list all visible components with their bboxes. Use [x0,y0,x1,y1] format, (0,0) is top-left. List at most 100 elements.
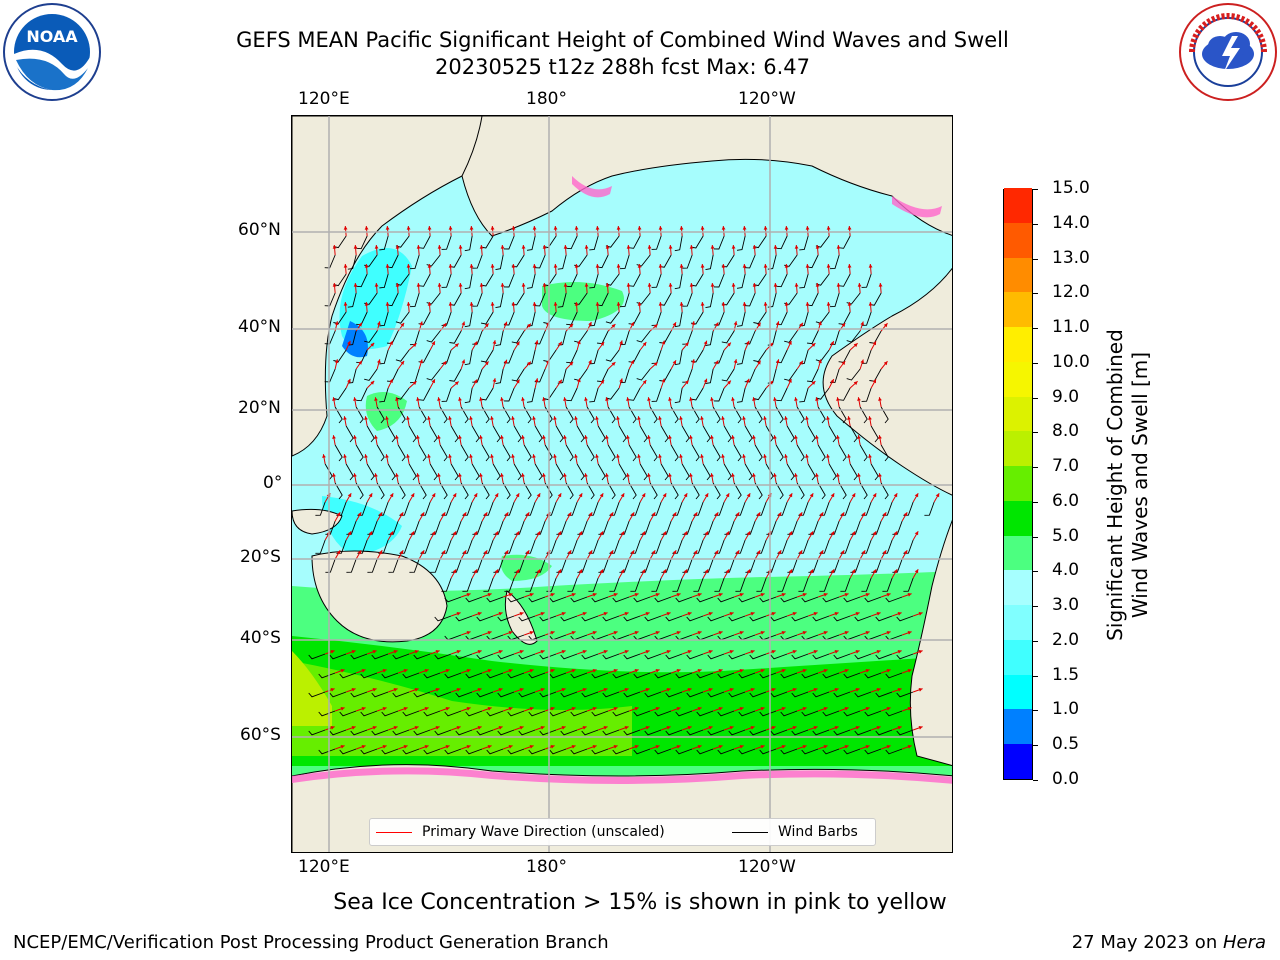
wind-barb [523,444,532,462]
wave-direction-arrowhead [445,707,450,711]
wave-direction-arrowhead [809,493,814,498]
wave-direction-arrowhead [448,416,452,420]
colorbar-tick-mark [1033,536,1038,538]
wind-barb [696,596,714,603]
wave-direction-arrowhead [374,245,379,249]
wind-barb [464,349,473,366]
wind-barb [402,710,420,717]
wave-direction-arrowhead [529,745,534,749]
wind-barb [503,387,515,402]
wind-barb [612,748,630,755]
wave-direction-arrowhead [626,435,630,439]
wind-barb [644,691,662,698]
wind-barb [557,292,567,308]
wave-direction-arrowhead [834,688,839,692]
wave-direction-arrowhead [689,435,693,439]
wave-direction-arrowhead [534,378,539,383]
wave-direction-arrowhead [788,493,793,498]
wind-barb [777,577,788,592]
wave-direction-arrowhead [907,669,912,673]
wave-direction-arrowhead [897,650,902,654]
wave-direction-arrowhead [368,493,373,498]
wave-direction-arrowhead [771,612,776,616]
wave-direction-arrowhead [914,569,919,574]
wind-barb [381,710,399,717]
wind-barb [371,729,389,736]
wave-direction-arrowhead [830,569,835,574]
wave-direction-arrowhead [487,745,492,749]
wave-direction-arrowhead [653,362,658,367]
wind-barb [640,520,651,535]
wave-direction-arrowhead [353,283,358,287]
wind-barb [651,235,662,250]
wave-direction-arrowhead [687,612,692,616]
wave-direction-arrowhead [798,512,803,517]
wave-direction-arrowhead [935,493,940,498]
wind-barb [602,691,620,698]
wave-direction-arrowhead [777,512,782,517]
wind-barb [379,311,389,327]
wave-direction-arrowhead [584,473,588,477]
wave-direction-arrowhead [406,264,411,268]
wave-direction-arrowhead [679,416,683,420]
wave-direction-arrowhead [823,745,828,749]
wave-direction-arrowhead [784,302,789,306]
graticule [292,116,952,852]
wave-direction-arrowhead [860,359,864,364]
wave-direction-arrowhead [456,726,461,730]
wave-direction-arrowhead [414,688,419,692]
wave-direction-arrowhead [347,340,351,345]
wave-direction-arrowhead [735,550,740,555]
wave-direction-arrowhead [368,531,373,536]
wind-barb [849,425,858,443]
wave-direction-arrowhead [458,245,463,249]
wind-barb [738,748,756,755]
wind-barb [749,729,767,736]
wave-direction-arrowhead [353,397,357,401]
wave-direction-arrowhead [540,726,545,730]
wave-direction-arrowhead [372,726,377,730]
wave-direction-arrowhead [847,454,851,458]
wind-barb [387,463,396,481]
wave-direction-arrowhead [389,531,394,536]
wave-direction-arrowhead [466,707,471,711]
wave-direction-arrowhead [500,397,504,401]
wind-barb [388,558,399,573]
wave-direction-arrowhead [886,745,891,749]
wind-barb [693,577,704,592]
wind-barb [612,710,630,717]
wave-direction-arrowhead [332,283,337,287]
wave-direction-arrowhead [462,512,467,517]
wave-direction-arrowhead [599,493,604,498]
wind-barb [318,710,336,717]
wind-barb [577,558,588,573]
wave-direction-arrowhead [540,612,545,616]
wave-direction-arrowhead [714,512,719,517]
wave-direction-arrowhead [691,359,696,363]
wave-direction-arrowhead [886,707,891,711]
wave-direction-arrowhead [813,688,818,692]
wind-barb [481,406,490,424]
wave-direction-arrowhead [582,650,587,654]
wind-barb [696,748,714,755]
wind-barb [829,292,840,308]
wave-direction-arrowhead [637,264,642,268]
wave-direction-arrowhead [508,631,513,635]
wave-direction-arrowhead [815,283,820,287]
wind-barb [577,520,588,535]
wind-barb [724,520,735,535]
wind-barb [892,558,903,573]
wind-barb [859,406,868,424]
wave-direction-arrowhead [605,397,609,401]
wind-barb [707,691,725,698]
wind-barb [355,482,364,500]
wind-barb [713,387,725,402]
wind-barb [534,254,546,269]
wave-direction-arrowhead [697,745,702,749]
wind-barb [864,710,882,717]
wave-direction-arrowhead [563,283,568,287]
wave-direction-arrowhead [577,340,581,345]
wind-barb [566,387,578,402]
wave-direction-arrowhead [571,669,576,673]
wind-barb [766,558,777,573]
